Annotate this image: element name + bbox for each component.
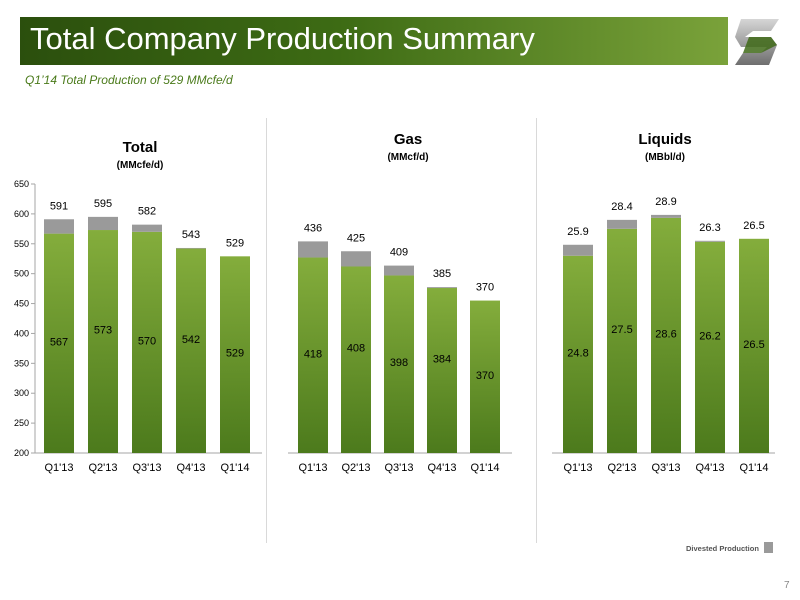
bar-1-2: [384, 275, 414, 453]
legend-label: Divested Production: [686, 544, 759, 553]
bar-0-0: [44, 233, 74, 453]
value-label-1-3: 384: [433, 354, 451, 366]
value-label-0-1: 573: [94, 325, 112, 337]
page-number: 7: [784, 580, 790, 591]
y-tick-label-500: 500: [14, 269, 29, 279]
bar-1-1: [341, 266, 371, 453]
value-label-2-1: 27.5: [611, 324, 632, 336]
legend-swatch: [764, 542, 773, 553]
divested-bar-1-3: [427, 287, 457, 289]
total-label-0-4: 529: [226, 237, 244, 249]
value-label-2-3: 26.2: [699, 330, 720, 342]
title-banner: Total Company Production Summary: [20, 17, 728, 65]
total-label-2-1: 28.4: [611, 201, 632, 213]
chart-unit-total: (MMcfe/d): [116, 160, 164, 171]
bar-0-1: [88, 230, 118, 453]
category-label-1-1: Q2'13: [341, 462, 370, 474]
category-label-2-3: Q4'13: [695, 462, 724, 474]
category-label-2-1: Q2'13: [607, 462, 636, 474]
divested-bar-0-1: [88, 216, 118, 231]
bar-2-0: [563, 255, 593, 453]
chart-title-liquids: Liquids: [638, 131, 692, 148]
value-label-1-1: 408: [347, 343, 365, 355]
divider-1: [266, 118, 267, 543]
value-label-2-2: 28.6: [655, 328, 676, 340]
total-label-0-2: 582: [138, 206, 156, 218]
total-label-1-3: 385: [433, 268, 451, 280]
subtitle: Q1’14 Total Production of 529 MMcfe/d: [25, 73, 233, 87]
category-label-0-0: Q1'13: [44, 462, 73, 474]
category-label-1-2: Q3'13: [384, 462, 413, 474]
bar-0-4: [220, 256, 250, 453]
total-label-2-3: 26.3: [699, 222, 720, 234]
y-tick-label-650: 650: [14, 179, 29, 189]
chart-title-total: Total: [122, 139, 158, 156]
y-tick-label-600: 600: [14, 209, 29, 219]
y-tick-label-350: 350: [14, 358, 29, 368]
value-label-0-2: 570: [138, 335, 156, 347]
bar-2-3: [695, 241, 725, 453]
value-label-1-0: 418: [304, 348, 322, 360]
value-label-2-4: 26.5: [743, 339, 764, 351]
page-title: Total Company Production Summary: [30, 21, 535, 56]
bar-2-4: [739, 238, 769, 453]
total-label-1-0: 436: [304, 222, 322, 234]
chart-unit-gas: (MMcf/d): [387, 152, 429, 163]
category-label-0-3: Q4'13: [176, 462, 205, 474]
divested-bar-0-3: [176, 247, 206, 249]
category-label-0-2: Q3'13: [132, 462, 161, 474]
bar-1-0: [298, 257, 328, 453]
divested-bar-0-0: [44, 219, 74, 234]
bar-2-2: [651, 217, 681, 453]
category-label-1-0: Q1'13: [298, 462, 327, 474]
y-tick-label-450: 450: [14, 299, 29, 309]
divested-bar-2-3: [695, 240, 725, 242]
category-label-1-3: Q4'13: [427, 462, 456, 474]
total-label-0-3: 543: [182, 229, 200, 241]
bar-1-3: [427, 288, 457, 453]
bar-1-4: [470, 300, 500, 453]
total-label-2-2: 28.9: [655, 196, 676, 208]
total-label-1-2: 409: [390, 247, 408, 259]
divested-bar-2-1: [607, 219, 637, 229]
category-label-1-4: Q1'14: [470, 462, 499, 474]
y-tick-label-550: 550: [14, 239, 29, 249]
value-label-2-0: 24.8: [567, 347, 588, 359]
y-tick-label-250: 250: [14, 418, 29, 428]
divested-bar-1-2: [384, 265, 414, 276]
chart-unit-liquids: (MBbl/d): [645, 152, 685, 163]
total-label-0-1: 595: [94, 198, 112, 210]
y-tick-label-300: 300: [14, 388, 29, 398]
divested-bar-2-0: [563, 244, 593, 256]
total-label-1-4: 370: [476, 282, 494, 294]
divested-bar-0-2: [132, 224, 162, 232]
total-label-2-4: 26.5: [743, 220, 764, 232]
category-label-0-1: Q2'13: [88, 462, 117, 474]
bar-0-3: [176, 248, 206, 453]
category-label-2-4: Q1'14: [739, 462, 768, 474]
divested-bar-1-1: [341, 251, 371, 267]
y-tick-label-400: 400: [14, 328, 29, 338]
company-logo: [735, 19, 779, 65]
divider-2: [536, 118, 537, 543]
total-label-2-0: 25.9: [567, 226, 588, 238]
value-label-1-2: 398: [390, 357, 408, 369]
category-label-2-0: Q1'13: [563, 462, 592, 474]
category-label-0-4: Q1'14: [220, 462, 249, 474]
value-label-0-0: 567: [50, 336, 68, 348]
divested-bar-2-2: [651, 214, 681, 218]
chart-title-gas: Gas: [393, 131, 423, 148]
divested-bar-1-0: [298, 241, 328, 258]
value-label-0-4: 529: [226, 348, 244, 360]
y-tick-label-200: 200: [14, 448, 29, 458]
bar-2-1: [607, 228, 637, 453]
value-label-1-4: 370: [476, 370, 494, 382]
bar-0-2: [132, 231, 162, 453]
total-label-1-1: 425: [347, 232, 365, 244]
category-label-2-2: Q3'13: [651, 462, 680, 474]
total-label-0-0: 591: [50, 200, 68, 212]
value-label-0-3: 542: [182, 334, 200, 346]
